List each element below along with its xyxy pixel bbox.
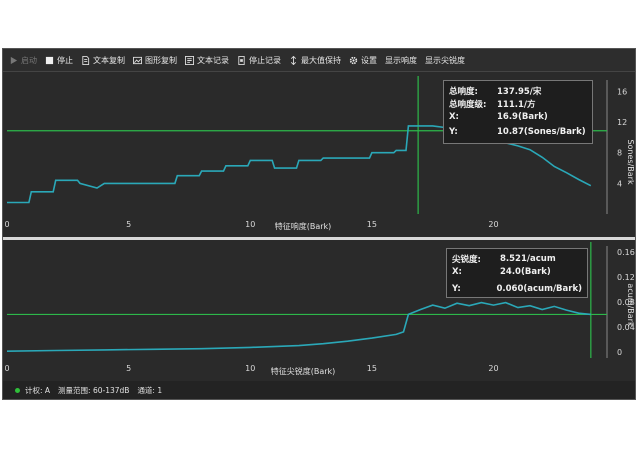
loudness-x-tick-label: 0: [4, 220, 9, 229]
weighting-status: 计权: A: [25, 385, 51, 395]
stop-record-icon: [238, 55, 245, 65]
stop-icon: [45, 56, 54, 64]
sound-analyzer-window: 启动 停止 文本复制 图形复制 文本记录 停止记录 最大值保持 设置: [2, 48, 636, 400]
sharpness-panel: acum/Bark 特征尖锐度(Bark) 0 5 10 15 20 0 0.04 0.08 0…: [3, 240, 635, 382]
copy-text-button[interactable]: 文本复制: [81, 55, 125, 66]
loudness-x-value: 16.9(Bark): [497, 111, 548, 122]
copy-graph-button[interactable]: 图形复制: [133, 55, 177, 66]
copy-text-label: 文本复制: [93, 55, 125, 65]
sharpness-x-tick-label: 0: [4, 364, 9, 373]
image-icon: [133, 56, 142, 64]
sharpness-readout: 尖锐度: 8.521/acum X: 24.0(Bark) Y: 0.060(acum…: [446, 248, 588, 298]
status-indicator: [15, 387, 20, 393]
document-icon: [82, 55, 90, 65]
stop-button[interactable]: 停止: [45, 55, 73, 66]
sharpness-y-axis-label: acum/Bark: [626, 283, 635, 327]
loudness-x-key: X:: [449, 111, 459, 122]
channel-status: 通道: 1: [137, 385, 163, 395]
settings-button[interactable]: 设置: [349, 55, 377, 66]
show-sharpness-button[interactable]: 显示尖锐度: [425, 55, 465, 66]
sharpness-y-tick-label: 0.08: [617, 298, 635, 307]
show-sharpness-label: 显示尖锐度: [425, 55, 465, 65]
loudness-y-key: Y:: [449, 126, 458, 137]
sharpness-x-tick-label: 15: [367, 364, 377, 373]
sharpness-key: 尖锐度:: [452, 254, 481, 265]
text-record-button[interactable]: 文本记录: [185, 55, 229, 66]
total-loudness-value: 137.95/宋: [497, 86, 542, 97]
toolbar: 启动 停止 文本复制 图形复制 文本记录 停止记录 最大值保持 设置: [3, 49, 635, 72]
gear-icon: [349, 56, 358, 64]
loudness-level-key: 总响度级:: [449, 99, 487, 110]
loudness-y-axis-label: Sones/Bark: [626, 139, 635, 185]
max-hold-label: 最大值保持: [301, 55, 341, 65]
play-icon: [10, 56, 18, 64]
sharpness-x-value: 24.0(Bark): [500, 266, 551, 277]
settings-label: 设置: [361, 55, 377, 65]
stop-record-label: 停止记录: [249, 55, 281, 65]
loudness-y-tick-label: 16: [617, 87, 627, 96]
text-record-label: 文本记录: [197, 55, 229, 65]
stop-label: 停止: [57, 55, 73, 65]
copy-graph-label: 图形复制: [145, 55, 177, 65]
sharpness-chart[interactable]: acum/Bark 特征尖锐度(Bark) 0 5 10 15 20 0 0.04 0.08 0…: [3, 240, 635, 382]
record-icon: [185, 55, 194, 65]
sharpness-x-tick-label: 20: [488, 364, 498, 373]
loudness-y-tick-label: 4: [617, 179, 622, 188]
sharpness-x-tick-label: 10: [245, 364, 255, 373]
sharpness-y-tick-label: 0: [617, 348, 622, 357]
sharpness-y-value: 0.060(acum/Bark): [496, 283, 582, 294]
loudness-x-tick-label: 15: [367, 220, 377, 229]
sharpness-series-line: [6, 301, 591, 352]
show-loudness-label: 显示响度: [385, 55, 417, 65]
sharpness-x-axis-label: 特征尖锐度(Bark): [271, 366, 336, 376]
range-status: 测量范围: 60-137dB: [58, 385, 130, 395]
sharpness-value: 8.521/acum: [500, 253, 556, 264]
sharpness-y-key: Y:: [452, 283, 461, 294]
sharpness-y-tick-label: 0.04: [617, 323, 635, 332]
loudness-y-tick-label: 8: [617, 149, 622, 158]
sharpness-y-tick-label: 0.16: [617, 248, 635, 257]
sharpness-y-tick-label: 0.12: [617, 273, 635, 282]
max-hold-button[interactable]: 最大值保持: [289, 55, 341, 66]
sharpness-x-tick-label: 5: [126, 364, 131, 373]
loudness-panel: Sones/Bark 特征响度(Bark) 0 5 10 15 20 4 8 12 16 总响度…: [3, 72, 635, 237]
sharpness-x-key: X:: [452, 266, 462, 277]
stop-record-button[interactable]: 停止记录: [237, 55, 281, 66]
loudness-readout: 总响度: 137.95/宋 总响度级: 111.1/方 X: 16.9(Bark) Y…: [443, 80, 593, 144]
loudness-y-value: 10.87(Sones/Bark): [497, 126, 586, 137]
loudness-x-tick-label: 20: [488, 220, 498, 229]
start-button[interactable]: 启动: [9, 55, 37, 66]
loudness-level-value: 111.1/方: [497, 99, 536, 110]
loudness-y-tick-label: 12: [617, 118, 627, 127]
total-loudness-key: 总响度:: [449, 86, 478, 97]
max-hold-icon: [290, 55, 297, 65]
loudness-x-axis-label: 特征响度(Bark): [275, 221, 332, 231]
panel-divider[interactable]: [3, 237, 635, 240]
loudness-x-tick-label: 5: [126, 220, 131, 229]
show-loudness-button[interactable]: 显示响度: [385, 55, 417, 66]
loudness-x-tick-label: 10: [245, 220, 255, 229]
start-label: 启动: [21, 55, 37, 65]
status-bar: 计权: A 测量范围: 60-137dB 通道: 1: [3, 381, 635, 399]
